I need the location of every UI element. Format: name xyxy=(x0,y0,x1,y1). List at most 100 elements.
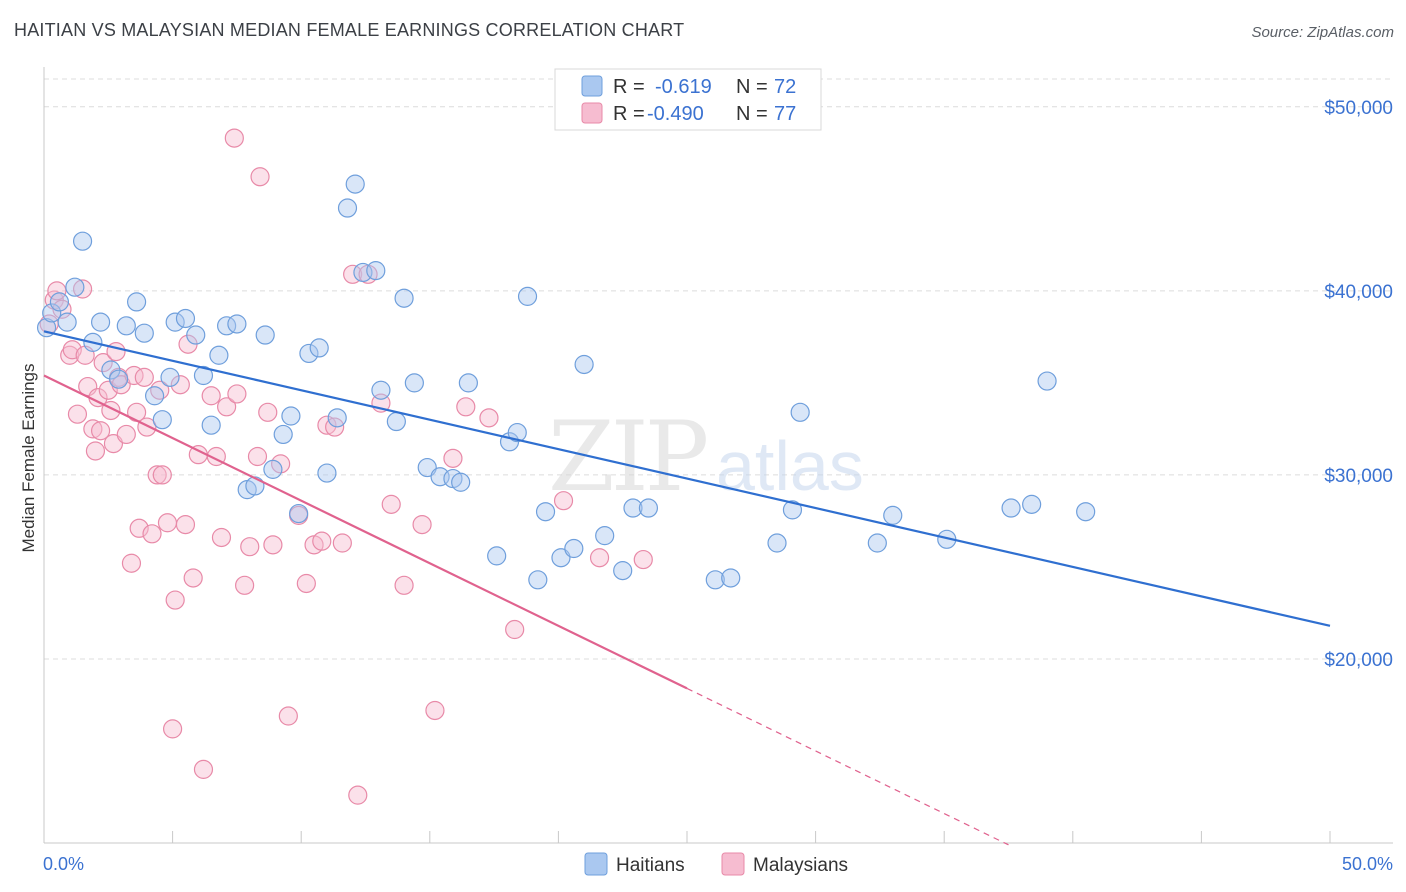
haitians-point xyxy=(108,369,129,389)
y-tick-label: $50,000 xyxy=(1324,98,1393,119)
haitians-point xyxy=(1076,502,1096,522)
haitians-point xyxy=(337,198,358,218)
haitians-point xyxy=(564,538,584,559)
x-tick-labels: 0.0% 50.0% xyxy=(43,854,1393,874)
haitians-point xyxy=(90,312,111,332)
series-legend: Haitians Malaysians xyxy=(584,852,848,876)
malaysians-n-label: N = xyxy=(736,103,768,125)
malaysians-point xyxy=(589,548,610,568)
haitians-point xyxy=(517,286,538,306)
malaysians-point xyxy=(85,441,106,461)
haitians-point xyxy=(638,498,659,518)
source-label: Source: ZipAtlas.com xyxy=(1251,24,1394,41)
haitians-point xyxy=(49,292,70,312)
x-tick-label: 50.0% xyxy=(1342,854,1393,874)
malaysians-point xyxy=(67,404,88,424)
malaysians-point xyxy=(147,465,167,485)
malaysians-point xyxy=(211,527,232,548)
haitians-point xyxy=(386,411,406,432)
malaysians-trendline xyxy=(43,374,688,690)
watermark-zip: ZIP xyxy=(548,401,707,513)
malaysians-r-label: R = xyxy=(613,103,645,125)
haitians-points xyxy=(36,174,1096,590)
haitians-point xyxy=(273,424,293,445)
haitians-point xyxy=(116,316,136,336)
malaysians-point xyxy=(505,619,525,640)
malaysians-point xyxy=(83,419,103,439)
haitians-point xyxy=(209,345,229,365)
haitians-point xyxy=(458,373,478,393)
malaysians-point xyxy=(425,700,445,721)
haitians-point xyxy=(574,354,594,375)
haitians-point xyxy=(507,422,527,443)
chart-title: HAITIAN VS MALAYSIAN MEDIAN FEMALE EARNI… xyxy=(14,20,685,40)
x-tick-label: 0.0% xyxy=(43,854,84,874)
y-tick-label: $30,000 xyxy=(1324,466,1393,487)
haitians-point xyxy=(1022,494,1042,514)
haitians-point xyxy=(65,277,85,297)
haitians-point xyxy=(782,500,803,520)
malaysians-point xyxy=(165,590,185,610)
malaysians-point xyxy=(235,575,255,595)
haitians-point xyxy=(535,502,556,522)
haitians-point xyxy=(175,308,196,329)
haitians-swatch xyxy=(581,75,603,97)
stats-legend: R = -0.619 N = 72 R = -0.490 N = 77 xyxy=(554,68,822,131)
axes xyxy=(43,67,1393,844)
malaysians-point xyxy=(152,465,172,485)
malaysians-r-value: -0.490 xyxy=(647,103,704,125)
haitians-point xyxy=(867,533,887,553)
malaysians-point xyxy=(633,549,653,570)
haitians-point xyxy=(144,386,165,406)
malaysians-point xyxy=(247,446,268,467)
malaysians-point xyxy=(227,384,247,404)
malaysians-point xyxy=(443,448,463,468)
haitians-point xyxy=(152,410,172,430)
legend-malaysians-swatch xyxy=(721,852,745,876)
haitians-point xyxy=(165,312,185,332)
malaysians-point xyxy=(193,759,214,779)
malaysians-point xyxy=(394,575,414,595)
legend-haitians-swatch xyxy=(584,852,608,876)
haitians-point xyxy=(245,476,265,496)
malaysians-point xyxy=(116,424,136,445)
haitians-point xyxy=(790,402,810,422)
haitians-point xyxy=(227,314,247,334)
haitians-trendline xyxy=(43,330,1331,627)
haitians-point xyxy=(193,365,214,386)
y-axis-label: Median Female Earnings xyxy=(19,364,38,553)
malaysians-point xyxy=(312,531,332,551)
haitians-point xyxy=(327,408,347,428)
malaysians-point xyxy=(553,491,574,511)
haitians-point xyxy=(345,174,365,194)
y-tick-label: $20,000 xyxy=(1324,650,1393,671)
malaysians-point xyxy=(90,421,111,441)
haitians-point xyxy=(309,338,329,358)
malaysians-point xyxy=(456,397,476,417)
malaysians-swatch xyxy=(581,102,603,124)
malaysians-point xyxy=(250,167,270,187)
y-tick-labels: $20,000 $30,000 $40,000 $50,000 xyxy=(1324,98,1393,671)
malaysians-point xyxy=(150,380,170,400)
malaysians-point xyxy=(175,514,196,535)
haitians-point xyxy=(42,303,62,323)
haitians-point xyxy=(299,343,319,364)
malaysians-point xyxy=(240,537,260,557)
malaysians-point xyxy=(157,513,178,533)
malaysians-point xyxy=(121,553,142,573)
malaysians-n-value: 77 xyxy=(774,103,796,125)
malaysians-point xyxy=(479,408,499,428)
haitians-point xyxy=(186,325,206,345)
haitians-point xyxy=(1001,498,1021,518)
haitians-n-value: 72 xyxy=(774,76,796,98)
haitians-point xyxy=(487,546,507,566)
malaysians-points xyxy=(39,128,653,805)
haitians-point xyxy=(451,472,471,492)
haitians-point xyxy=(263,459,283,479)
haitians-point xyxy=(767,533,787,553)
haitians-point xyxy=(289,503,309,524)
malaysians-point xyxy=(296,573,316,594)
haitians-point xyxy=(281,406,301,426)
malaysians-point xyxy=(332,533,352,553)
